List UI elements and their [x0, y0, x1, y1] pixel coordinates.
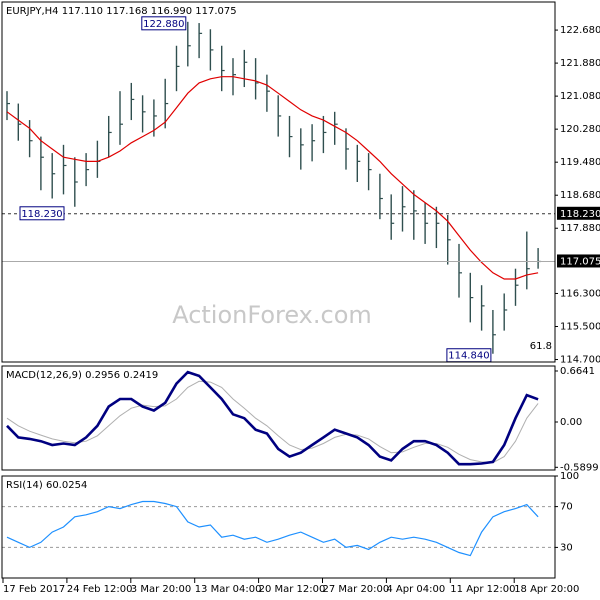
y-tick-label: 120.280: [560, 124, 600, 135]
y-tick-label: 119.480: [560, 157, 600, 168]
x-tick-label: 17 Feb 2017: [3, 584, 65, 595]
pane-title: RSI(14) 60.0254: [6, 480, 87, 491]
pane-border: [1, 365, 556, 471]
pane-border: [1, 475, 556, 579]
current-price-label: 117.075: [560, 256, 600, 267]
level-label: 118.230: [21, 209, 62, 220]
y-tick-label: 114.700: [560, 355, 600, 366]
y-tick-label: 100: [560, 471, 579, 482]
y-tick-label: 121.880: [560, 58, 600, 69]
y-tick-label: 0.6641: [560, 366, 595, 377]
axis-level-label: 118.230: [560, 209, 600, 220]
pane-border: [1, 1, 556, 363]
indicator-line: [6, 380, 539, 464]
x-tick-label: 4 Apr 04:00: [386, 584, 445, 595]
y-tick-label: 118.680: [560, 190, 600, 201]
y-tick-label: 121.080: [560, 91, 600, 102]
indicator-line: [6, 500, 539, 557]
high-label-box: [141, 16, 187, 31]
y-tick-label: 122.680: [560, 25, 600, 36]
indicator-line: [6, 370, 539, 466]
fib-label: 61.8: [530, 341, 552, 352]
moving-average: [6, 76, 539, 280]
x-tick-label: 13 Mar 04:00: [195, 584, 262, 595]
x-tick-label: 3 Mar 20:00: [131, 584, 191, 595]
axis-level-box: [557, 206, 600, 220]
pane-title: EURJPY,H4 117.110 117.168 116.990 117.07…: [6, 6, 237, 17]
y-tick-label: 0.00: [560, 417, 582, 428]
y-tick-label: 30: [560, 542, 573, 553]
low-label: 114.840: [448, 351, 489, 362]
x-tick-label: 18 Apr 20:00: [514, 584, 579, 595]
pane-title: MACD(12,26,9) 0.2956 0.2419: [6, 370, 158, 381]
current-price-box: [557, 254, 600, 268]
y-tick-label: 115.500: [560, 321, 600, 332]
x-tick-label: 11 Apr 12:00: [450, 584, 515, 595]
x-tick-label: 27 Mar 20:00: [323, 584, 390, 595]
y-tick-label: -0.5899: [560, 462, 599, 473]
high-label: 122.880: [143, 19, 184, 30]
y-tick-label: 116.300: [560, 288, 600, 299]
y-tick-label: 117.880: [560, 223, 600, 234]
y-tick-label: 70: [560, 502, 573, 513]
x-tick-label: 24 Feb 12:00: [67, 584, 133, 595]
watermark: ActionForex.com: [172, 301, 372, 329]
x-tick-label: 20 Mar 12:00: [259, 584, 326, 595]
level-label-box: [19, 206, 65, 221]
